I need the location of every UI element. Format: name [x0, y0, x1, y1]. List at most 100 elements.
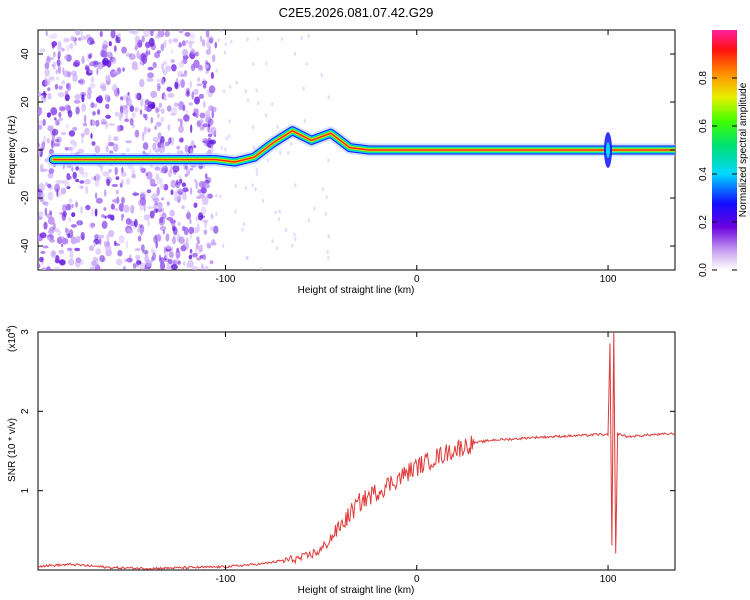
snr-y-ticks: 1 2 3 — [20, 329, 675, 493]
noise-dot — [183, 226, 189, 236]
noise-dot — [132, 263, 137, 269]
noise-dot — [94, 234, 100, 240]
noise-dot — [252, 125, 255, 129]
noise-dot — [48, 168, 55, 174]
noise-dot — [160, 79, 165, 85]
noise-dot — [102, 171, 110, 177]
noise-dot — [177, 188, 184, 195]
noise-dot — [174, 81, 179, 90]
noise-dot — [199, 119, 204, 124]
noise-dot — [210, 139, 216, 145]
noise-dot — [114, 243, 121, 247]
noise-dot — [121, 213, 125, 219]
noise-dot — [327, 234, 330, 239]
noise-dot — [152, 136, 159, 142]
noise-dot — [68, 198, 73, 203]
noise-dot — [201, 180, 206, 188]
noise-dot — [255, 167, 258, 172]
noise-dot — [196, 223, 200, 233]
noise-dot — [167, 93, 175, 98]
noise-dot — [58, 50, 61, 58]
noise-dot — [202, 253, 206, 261]
noise-dot — [165, 266, 172, 270]
noise-dot — [211, 106, 217, 113]
noise-dot — [162, 229, 166, 235]
noise-dot — [155, 240, 158, 249]
noise-dot — [69, 43, 74, 50]
noise-dot — [196, 236, 200, 241]
noise-dot — [142, 55, 148, 64]
noise-dot — [213, 225, 219, 234]
noise-dot — [271, 102, 274, 107]
noise-dot — [95, 197, 103, 204]
noise-dot — [62, 211, 67, 217]
noise-dot — [47, 183, 52, 188]
x-tick-label: -100 — [215, 274, 235, 285]
noise-dot — [54, 138, 60, 143]
noise-dot — [38, 107, 43, 116]
noise-dot — [107, 51, 112, 59]
noise-dot — [294, 237, 297, 242]
noise-dot — [169, 112, 177, 116]
noise-dot — [54, 117, 57, 121]
noise-dot — [225, 136, 228, 141]
noise-dot — [142, 113, 146, 118]
noise-dot — [110, 30, 116, 39]
noise-dot — [107, 96, 111, 102]
noise-dot — [264, 113, 268, 118]
noise-dot — [89, 62, 94, 67]
colorbar-ticks: 0.0 0.2 0.4 0.6 0.8 — [698, 71, 737, 277]
noise-dot — [224, 147, 227, 152]
noise-dot — [41, 198, 45, 203]
noise-dot — [47, 125, 54, 132]
noise-dot — [222, 89, 226, 94]
noise-dot — [67, 247, 72, 251]
noise-dot — [224, 42, 227, 47]
noise-dot — [122, 265, 126, 270]
noise-dot — [59, 106, 66, 112]
noise-dot — [212, 54, 216, 63]
noise-dot — [243, 222, 246, 227]
noise-dot — [178, 107, 183, 111]
noise-dot — [98, 234, 105, 239]
noise-dot — [140, 229, 143, 236]
noise-dot — [47, 191, 54, 201]
noise-dot — [234, 209, 237, 214]
noise-dot — [230, 39, 233, 44]
noise-dot — [80, 132, 85, 138]
noise-dot — [108, 230, 115, 238]
noise-dot — [72, 171, 77, 180]
noise-dot — [101, 118, 107, 125]
noise-dot — [324, 211, 327, 216]
noise-dot — [198, 244, 204, 253]
noise-dot — [278, 209, 281, 214]
colorbar: 0.0 0.2 0.4 0.6 0.8 Normalized spectral ampl… — [698, 30, 749, 277]
noise-dot — [135, 254, 141, 260]
noise-dot — [73, 141, 78, 148]
noise-dot — [106, 233, 110, 243]
noise-dot — [39, 232, 47, 239]
noise-dot — [115, 36, 121, 44]
noise-dot — [179, 137, 184, 143]
noise-dot — [42, 118, 46, 127]
noise-dot — [168, 38, 173, 44]
noise-dot — [145, 41, 151, 48]
noise-dot — [140, 165, 144, 174]
noise-dot — [101, 220, 108, 229]
noise-dot — [44, 207, 48, 216]
noise-dot — [95, 119, 100, 127]
noise-dot — [183, 114, 190, 122]
noise-dot — [199, 35, 203, 43]
noise-dot — [44, 62, 50, 70]
colorbar-gradient — [712, 30, 737, 270]
noise-dot — [307, 218, 311, 223]
spectrogram-y-ticks: -40 -20 0 20 40 — [20, 48, 675, 253]
noise-dot — [121, 167, 124, 174]
noise-dot — [52, 51, 56, 58]
noise-dot — [118, 235, 125, 244]
noise-dot — [205, 176, 212, 184]
noise-dot — [147, 205, 154, 210]
noise-dot — [158, 85, 161, 89]
noise-dot — [209, 260, 214, 265]
noise-dot — [117, 32, 121, 39]
